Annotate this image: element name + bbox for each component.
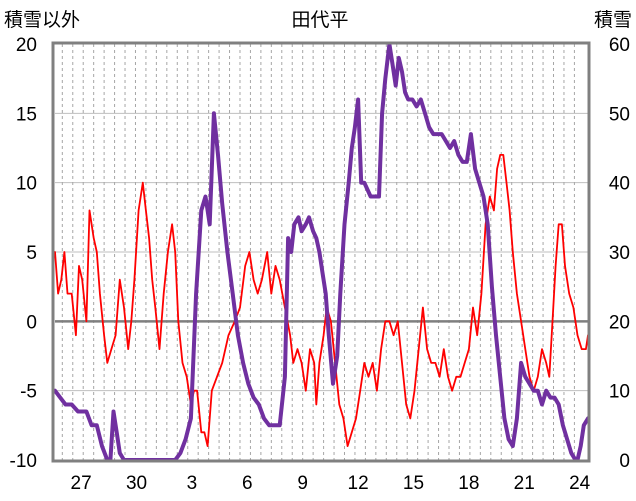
left-tick-label: -10 [10,451,37,472]
right-tick-label: 60 [609,35,630,56]
right-tick-label: 20 [609,312,630,333]
right-tick-label: 50 [609,104,630,125]
left-tick-label: 5 [26,243,37,264]
x-tick-label: 21 [514,473,535,494]
x-tick-label: 24 [569,473,591,494]
series-lines [53,42,590,462]
left-tick-label: 20 [16,35,37,56]
left-tick-label: 0 [26,312,37,333]
right-tick-label: 0 [619,451,630,472]
other-series-line [54,154,589,447]
right-tick-label: 30 [609,243,630,264]
x-tick-label: 9 [297,473,308,494]
left-tick-label: -5 [20,382,37,403]
left-tick-label: 15 [16,104,37,125]
left-tick-labels: 20 15 10 5 0 -5 -10 [10,35,37,472]
x-tick-label: 30 [126,473,147,494]
x-tick-label: 6 [242,473,253,494]
x-tick-label: 3 [187,473,198,494]
right-tick-labels: 60 50 40 30 20 10 0 [609,35,630,472]
left-axis-title: 積雪以外 [4,9,80,31]
left-tick-label: 10 [16,174,37,195]
x-tick-labels: 27 30 3 6 9 12 15 18 21 24 [71,473,591,494]
x-tick-label: 27 [71,473,92,494]
x-tick-label: 12 [348,473,369,494]
right-tick-label: 40 [609,174,630,195]
chart-title: 田代平 [291,9,348,31]
right-axis-title: 積雪 [594,9,632,31]
x-tick-label: 15 [403,473,424,494]
right-tick-label: 10 [609,382,630,403]
snow-depth-line [53,42,590,462]
x-tick-label: 18 [458,473,479,494]
plot-frame [51,41,591,463]
